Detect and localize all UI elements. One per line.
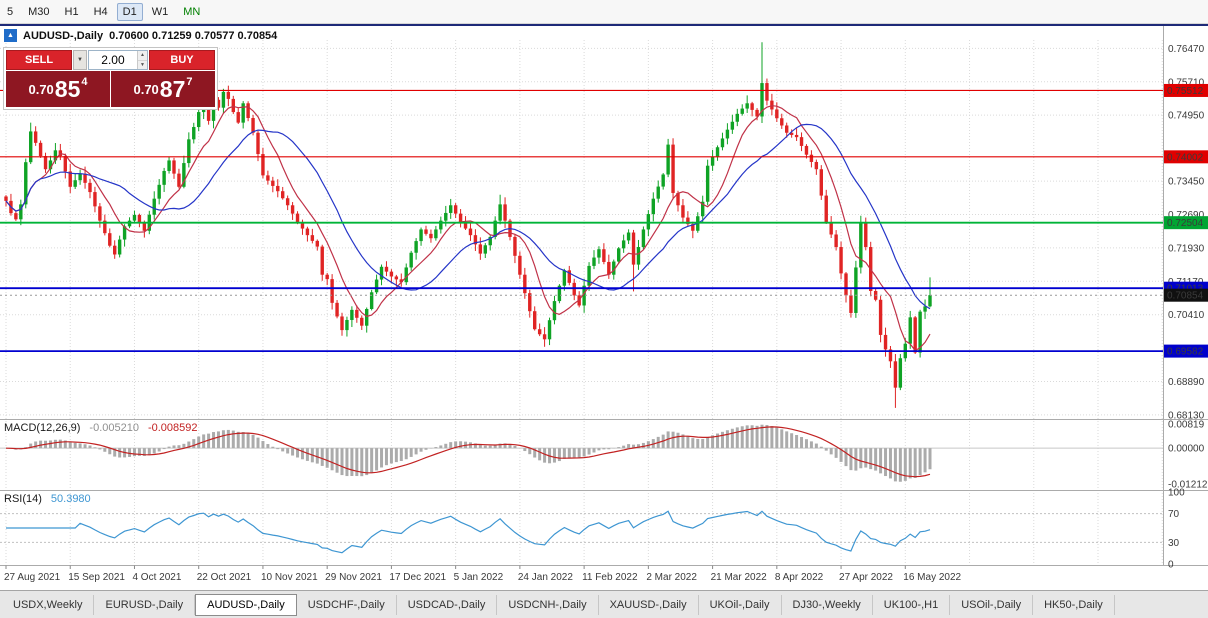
- sell-price-prefix: 0.70: [28, 81, 54, 97]
- buy-price-display[interactable]: 0.70 87 7: [111, 71, 215, 107]
- svg-text:0.00000: 0.00000: [1168, 444, 1205, 455]
- sell-price-pipette: 4: [81, 76, 88, 88]
- buy-price-prefix: 0.70: [133, 81, 159, 97]
- tab-audusd-daily[interactable]: AUDUSD-,Daily: [195, 593, 297, 616]
- svg-text:5 Jan 2022: 5 Jan 2022: [454, 572, 504, 583]
- sell-price-big-digits: 85: [54, 75, 81, 102]
- chart-ohlc-values: 0.70600 0.71259 0.70577 0.70854: [109, 29, 278, 42]
- grid-layer: [0, 40, 1163, 566]
- price-chart[interactable]: 0.76470 0.75710 0.74950 0.73450 0.72690 0.719…: [0, 24, 1208, 590]
- tab-hk50[interactable]: HK50-,Daily: [1033, 594, 1115, 615]
- volume-increase-button[interactable]: ▲: [137, 51, 147, 61]
- chart-tabs-bar: USDX,Weekly EURUSD-,Daily AUDUSD-,Daily …: [0, 590, 1208, 618]
- tab-xauusd-daily[interactable]: XAUUSD-,Daily: [599, 594, 699, 615]
- svg-text:0.75512: 0.75512: [1167, 86, 1204, 97]
- buy-price-big-digits: 87: [159, 75, 186, 102]
- volume-decrease-button[interactable]: ▼: [137, 60, 147, 69]
- svg-text:70: 70: [1168, 509, 1180, 520]
- rsi-indicator-label: RSI(14) 50.3980: [4, 493, 91, 505]
- sell-button[interactable]: SELL: [6, 50, 72, 70]
- chart-title: ▲ AUDUSD-,Daily 0.70600 0.71259 0.70577 …: [4, 29, 277, 42]
- svg-text:0.74950: 0.74950: [1168, 111, 1205, 122]
- tab-usdcnh-daily[interactable]: USDCNH-,Daily: [497, 594, 599, 615]
- one-click-panel-toggle-icon[interactable]: ▲: [4, 29, 17, 42]
- svg-text:22 Oct 2021: 22 Oct 2021: [197, 572, 252, 583]
- svg-text:11 Feb 2022: 11 Feb 2022: [582, 572, 638, 583]
- tf-h1[interactable]: H1: [64, 5, 79, 18]
- svg-text:-0.01212: -0.01212: [1168, 479, 1208, 490]
- svg-text:0.68890: 0.68890: [1168, 377, 1205, 388]
- svg-text:0.00819: 0.00819: [1168, 419, 1205, 430]
- svg-text:0.71930: 0.71930: [1168, 243, 1205, 254]
- svg-text:15 Sep 2021: 15 Sep 2021: [68, 572, 125, 583]
- svg-text:2 Mar 2022: 2 Mar 2022: [646, 572, 697, 583]
- tf-w1[interactable]: W1: [151, 5, 169, 18]
- svg-text:0.76470: 0.76470: [1168, 44, 1205, 55]
- macd-value: -0.005210: [89, 422, 139, 434]
- svg-text:8 Apr 2022: 8 Apr 2022: [775, 572, 824, 583]
- tab-usoil-daily[interactable]: USOil-,Daily: [950, 594, 1034, 615]
- svg-text:0.70410: 0.70410: [1168, 310, 1205, 321]
- timeframe-toolbar: 5 M30 H1 H4 D1 W1 MN: [0, 0, 1208, 24]
- tab-usdx-weekly[interactable]: USDX,Weekly: [2, 594, 95, 615]
- tab-usdcad-daily[interactable]: USDCAD-,Daily: [397, 594, 498, 615]
- tf-mn[interactable]: MN: [183, 5, 201, 18]
- rsi-name: RSI(14): [4, 493, 42, 505]
- svg-text:0.69582: 0.69582: [1167, 347, 1204, 358]
- price-scale[interactable]: 0.76470 0.75710 0.74950 0.73450 0.72690 0.719…: [1164, 44, 1208, 571]
- svg-text:0.72690: 0.72690: [1168, 210, 1205, 221]
- svg-text:100: 100: [1168, 488, 1185, 499]
- rsi-layer: [0, 510, 1163, 554]
- chart-window: 0.76470 0.75710 0.74950 0.73450 0.72690 0.719…: [0, 24, 1208, 590]
- macd-indicator-label: MACD(12,26,9) -0.005210 -0.008592: [4, 422, 198, 434]
- tf-h4[interactable]: H4: [93, 5, 108, 18]
- macd-name: MACD(12,26,9): [4, 422, 81, 434]
- tf-m30[interactable]: M30: [28, 5, 50, 18]
- moving-averages-layer: [5, 105, 931, 352]
- svg-text:24 Jan 2022: 24 Jan 2022: [518, 572, 573, 583]
- svg-text:16 May 2022: 16 May 2022: [903, 572, 961, 583]
- tab-uk100-h1[interactable]: UK100-,H1: [873, 594, 951, 615]
- buy-button[interactable]: BUY: [149, 50, 215, 70]
- chart-symbol-period: AUDUSD-,Daily: [23, 29, 104, 42]
- svg-text:17 Dec 2021: 17 Dec 2021: [389, 572, 446, 583]
- svg-text:4 Oct 2021: 4 Oct 2021: [132, 572, 181, 583]
- svg-text:0.75710: 0.75710: [1168, 77, 1205, 88]
- volume-input[interactable]: [89, 51, 137, 69]
- chart-top-border: [0, 24, 1208, 26]
- tf-m5[interactable]: 5: [7, 5, 14, 18]
- svg-text:0.72504: 0.72504: [1167, 218, 1204, 229]
- svg-text:10 Nov 2021: 10 Nov 2021: [261, 572, 318, 583]
- date-axis[interactable]: 27 Aug 2021 15 Sep 2021 4 Oct 2021 22 Oct 2…: [4, 565, 962, 584]
- tab-dj30-weekly[interactable]: DJ30-,Weekly: [782, 594, 873, 615]
- tab-ukoil-daily[interactable]: UKOil-,Daily: [699, 594, 782, 615]
- svg-text:29 Nov 2021: 29 Nov 2021: [325, 572, 382, 583]
- sell-price-display[interactable]: 0.70 85 4: [6, 71, 110, 107]
- volume-spinner: ▲ ▼: [136, 51, 147, 69]
- volume-field-group: ▲ ▼: [88, 50, 148, 70]
- macd-layer: [0, 424, 1163, 482]
- tf-d1[interactable]: D1: [116, 2, 143, 21]
- macd-signal-value: -0.008592: [147, 422, 198, 434]
- buy-price-pipette: 7: [186, 76, 193, 88]
- tab-usdchf-daily[interactable]: USDCHF-,Daily: [297, 594, 397, 615]
- svg-text:27 Aug 2021: 27 Aug 2021: [4, 572, 61, 583]
- svg-text:0: 0: [1168, 560, 1174, 571]
- panel-separators: [0, 26, 1208, 566]
- svg-text:30: 30: [1168, 538, 1180, 549]
- volume-dropdown-button[interactable]: ▼: [73, 50, 87, 70]
- svg-text:0.73450: 0.73450: [1168, 177, 1205, 188]
- tab-eurusd-daily[interactable]: EURUSD-,Daily: [94, 594, 196, 615]
- svg-text:21 Mar 2022: 21 Mar 2022: [711, 572, 768, 583]
- rsi-value: 50.3980: [50, 493, 91, 505]
- svg-text:0.68130: 0.68130: [1168, 410, 1205, 421]
- hlines-layer[interactable]: [0, 89, 1163, 353]
- svg-text:27 Apr 2022: 27 Apr 2022: [839, 572, 893, 583]
- svg-text:0.74002: 0.74002: [1167, 152, 1204, 163]
- svg-text:0.70854: 0.70854: [1167, 291, 1204, 302]
